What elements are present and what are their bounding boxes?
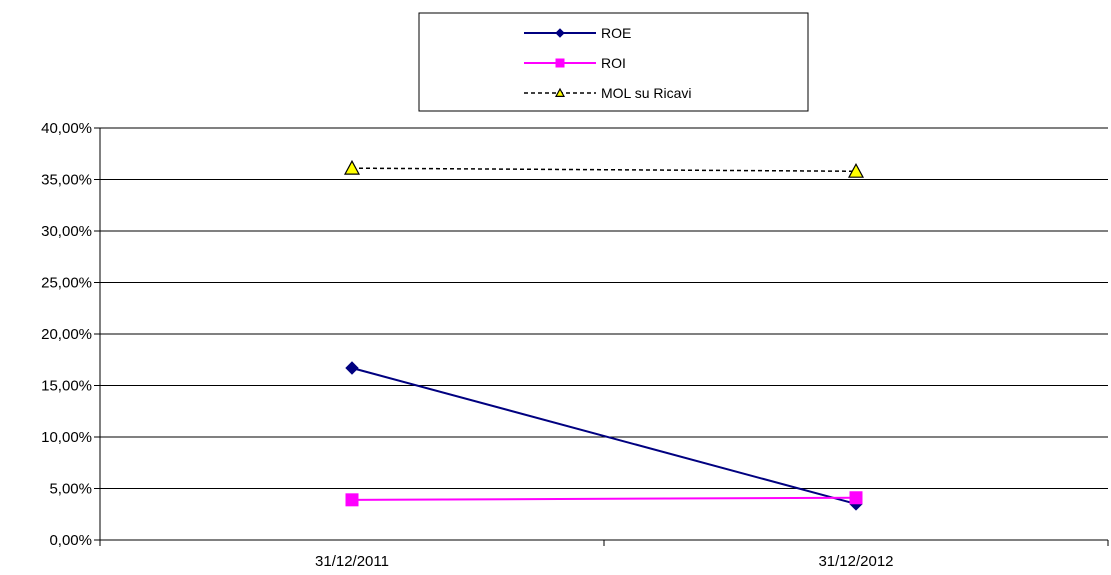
y-tick-label: 5,00% <box>49 481 92 498</box>
legend-label: ROE <box>601 25 631 41</box>
y-tick-label: 20,00% <box>41 326 92 343</box>
data-point-marker <box>345 361 359 375</box>
series-roi <box>345 491 863 507</box>
data-point-marker <box>343 159 361 175</box>
y-tick-label: 25,00% <box>41 275 92 292</box>
y-tick-label: 15,00% <box>41 378 92 395</box>
data-point-marker <box>554 87 566 98</box>
series-line <box>351 167 857 173</box>
data-point-marker <box>555 58 565 68</box>
axes: 0,00% 5,00% 10,00% 15,00% 20,00% 25,00% 30,00%… <box>41 120 1109 570</box>
y-tick-label: 10,00% <box>41 429 92 446</box>
legend-box <box>418 12 809 112</box>
data-point-marker <box>847 162 865 178</box>
y-tick-label: 0,00% <box>49 532 92 549</box>
data-point-marker <box>849 491 863 505</box>
legend-label: MOL su Ricavi <box>601 85 692 101</box>
legend-item: ROE <box>524 25 631 41</box>
x-tick-label: 31/12/2011 <box>315 553 389 570</box>
legend-label: ROI <box>601 55 626 71</box>
legend-item: ROI <box>524 55 626 71</box>
series-line <box>351 367 857 505</box>
y-tick-label: 40,00% <box>41 120 92 137</box>
y-tick-label: 30,00% <box>41 223 92 240</box>
legend: ROE ROI MOL su Ricavi <box>418 12 809 112</box>
series-mol-su-ricavi <box>343 159 865 178</box>
y-tick-label: 35,00% <box>41 172 92 189</box>
x-tick-label: 31/12/2012 <box>818 553 893 570</box>
series-group <box>343 159 865 511</box>
legend-item: MOL su Ricavi <box>524 85 692 101</box>
series-roe <box>345 361 863 511</box>
data-point-marker <box>555 28 565 38</box>
data-point-marker <box>345 493 359 507</box>
gridlines <box>100 127 1108 489</box>
series-line <box>351 496 857 501</box>
